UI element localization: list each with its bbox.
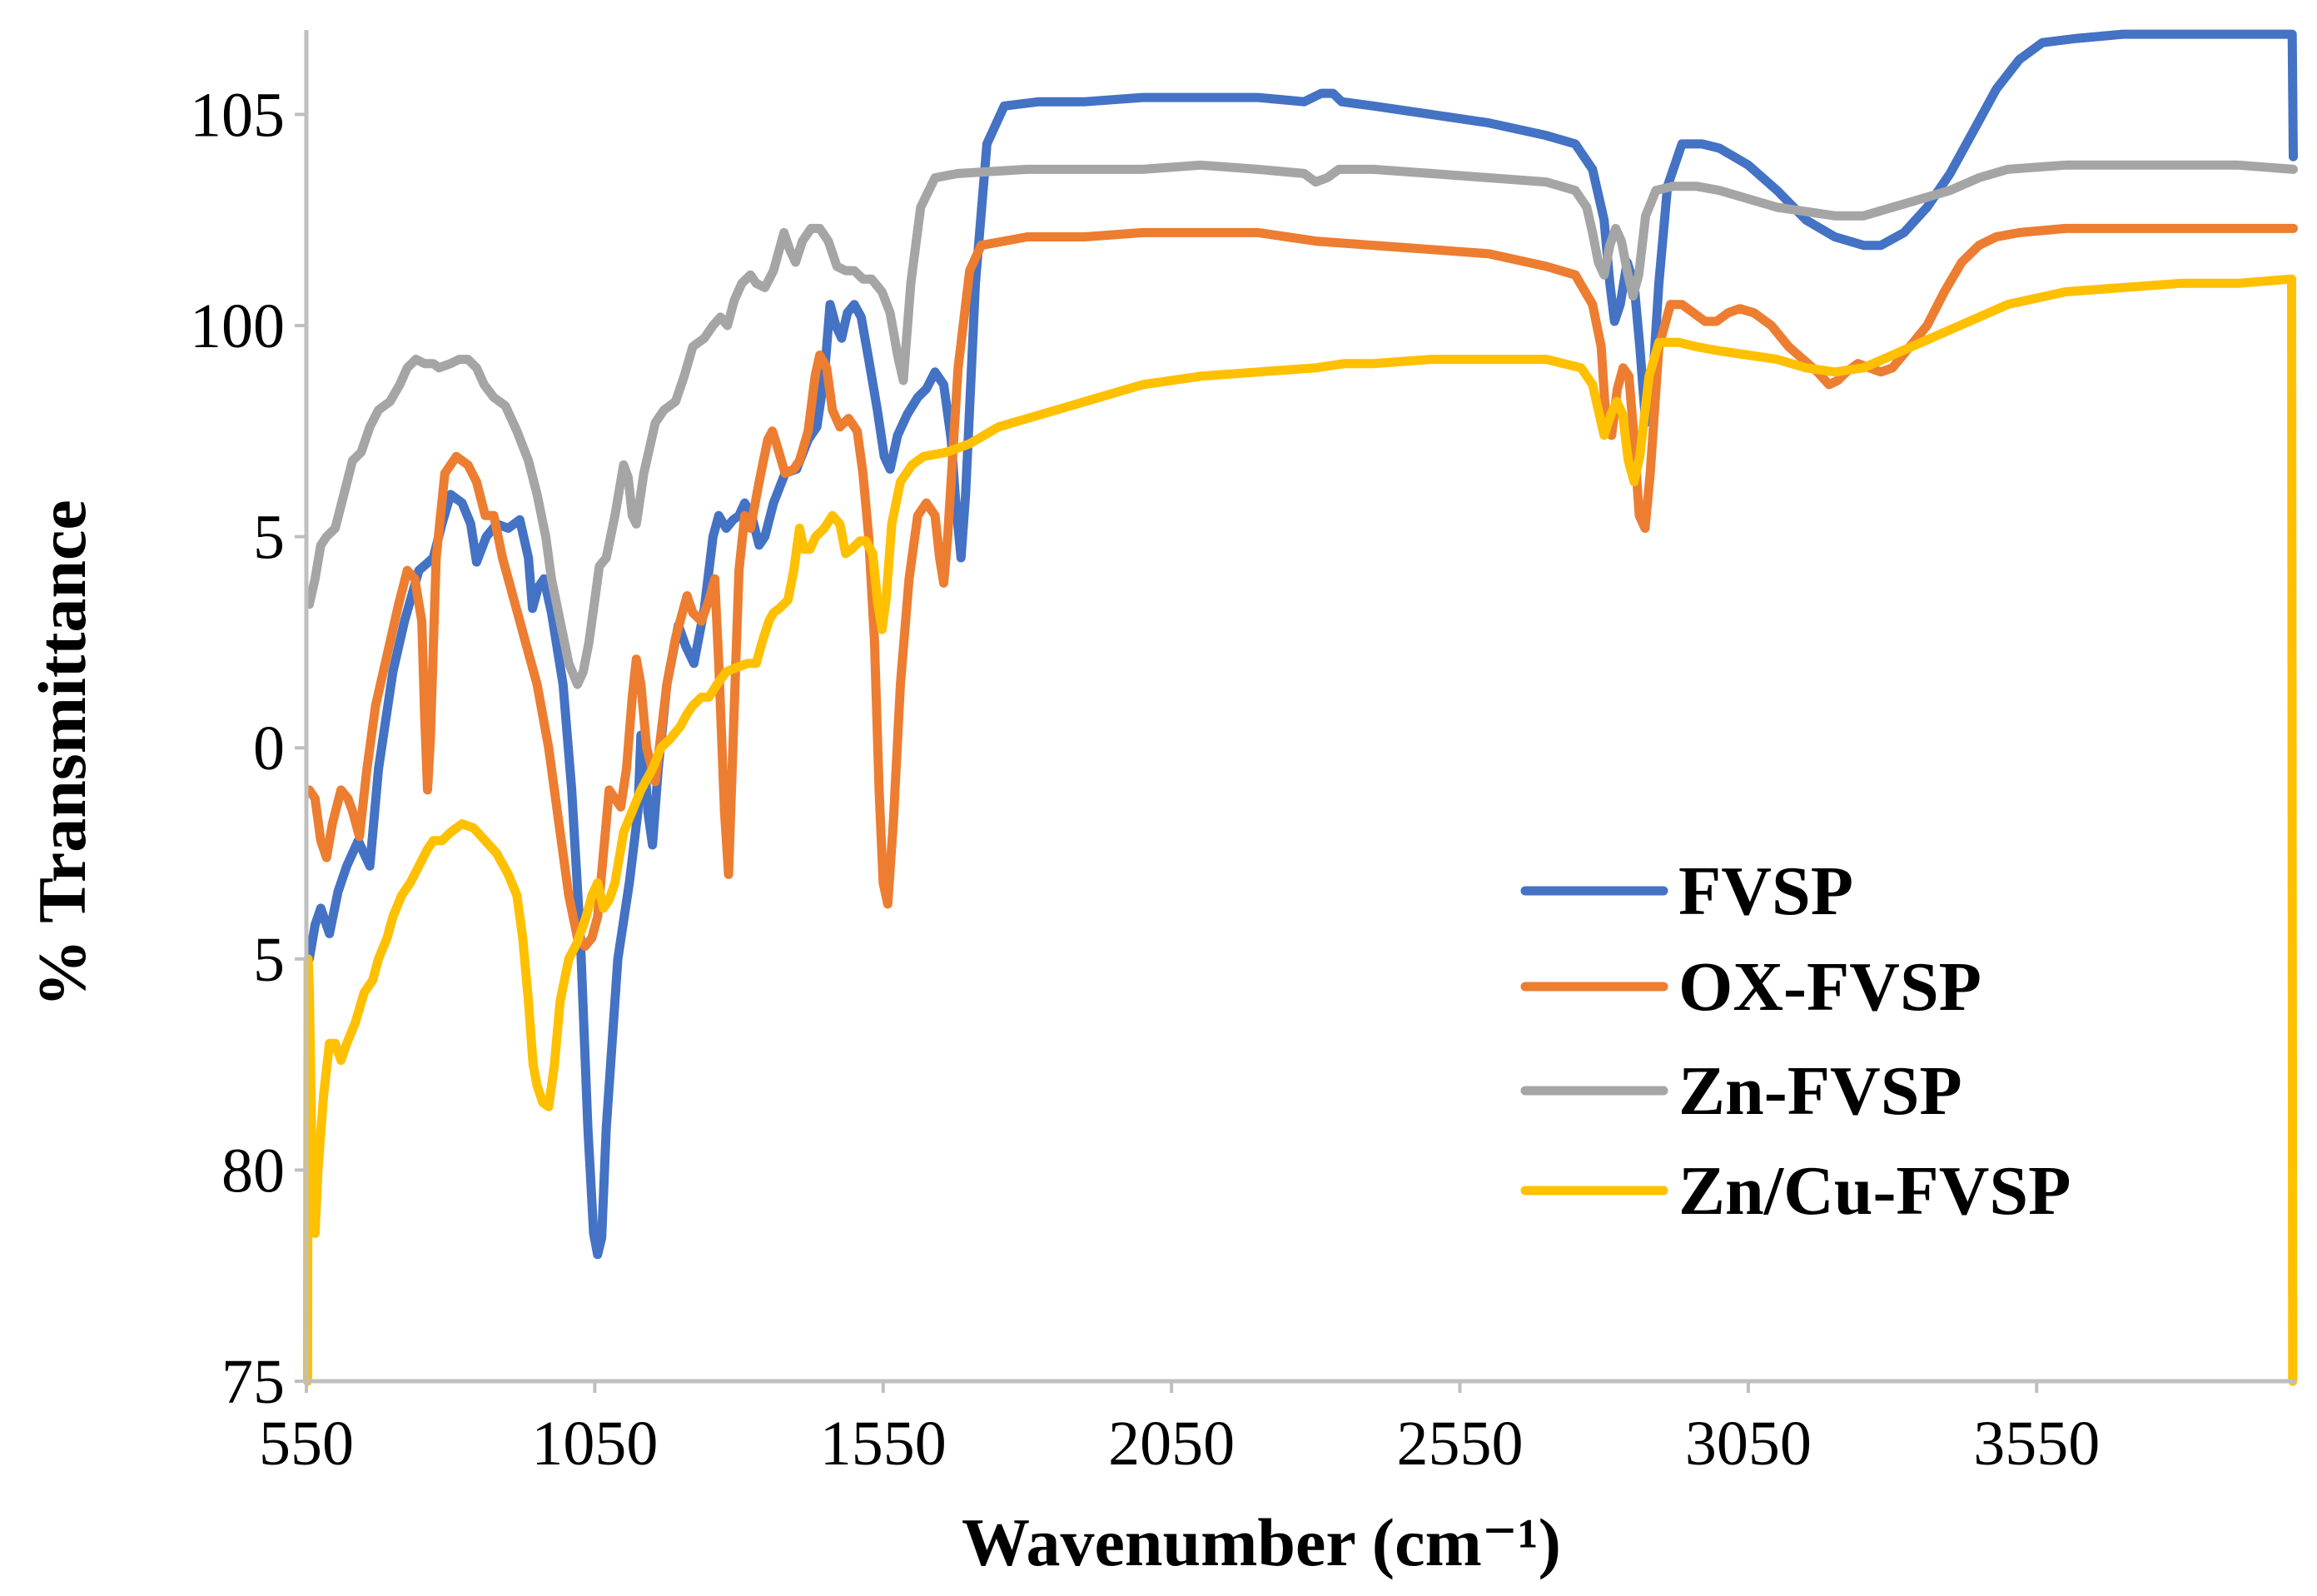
y-tick-label: 105: [190, 80, 285, 150]
y-tick-label: 100: [190, 291, 285, 361]
x-tick-label: 2550: [1397, 1409, 1524, 1479]
x-tick-label: 3550: [1973, 1409, 2100, 1479]
y-axis-title: % Transmittance: [24, 500, 100, 1007]
y-tick-label: 5: [253, 503, 285, 573]
series-line-zn-cu-fvsp: [302, 274, 2298, 1386]
y-tick-label: 80: [221, 1136, 285, 1206]
legend-label-zn-cu-fvsp: Zn/Cu-FVSP: [1678, 1152, 2071, 1230]
y-tick-label: 5: [253, 925, 285, 995]
legend-label-ox-fvsp: OX-FVSP: [1678, 948, 1981, 1026]
legend-item-zn-fvsp: Zn-FVSP: [1520, 1052, 1962, 1130]
x-tick-label: 2050: [1108, 1409, 1235, 1479]
legend-item-ox-fvsp: OX-FVSP: [1520, 948, 1981, 1026]
x-tick-label: 550: [259, 1409, 354, 1479]
x-axis-ticks: 550 1050 1550 2050 2550 3050 3550: [259, 1381, 2100, 1479]
legend-label-zn-fvsp: Zn-FVSP: [1678, 1052, 1962, 1130]
x-tick-label: 3050: [1685, 1409, 1812, 1479]
y-tick-label: 75: [221, 1347, 285, 1417]
series-line-fvsp: [305, 29, 2298, 1260]
y-axis-ticks: 75 80 5 0 5 100 105: [190, 80, 306, 1417]
x-tick-label: 1550: [820, 1409, 947, 1479]
y-tick-label: 0: [253, 713, 285, 783]
axes: [304, 30, 2296, 1384]
x-tick-label: 1050: [531, 1409, 658, 1479]
legend-item-fvsp: FVSP: [1520, 853, 1853, 930]
x-axis-title: Wavenumber (cm⁻¹): [962, 1504, 1561, 1580]
series-line-ox-fvsp: [305, 223, 2298, 952]
legend: FVSP OX-FVSP Zn-FVSP Zn/Cu-FVSP: [1520, 853, 2071, 1230]
series-lines: [302, 29, 2298, 1386]
legend-label-fvsp: FVSP: [1678, 853, 1853, 930]
series-line-zn-fvsp: [305, 160, 2298, 689]
legend-item-zn-cu-fvsp: Zn/Cu-FVSP: [1520, 1152, 2071, 1230]
